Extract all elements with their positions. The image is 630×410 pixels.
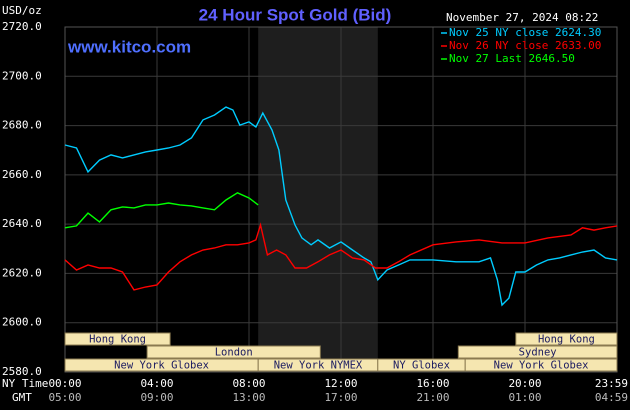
session-label: New York NYMEX bbox=[274, 360, 363, 372]
x-tick-label: 16:00 bbox=[416, 377, 449, 390]
y-unit: USD/oz bbox=[2, 4, 42, 17]
legend-label: Nov 27 Last 2646.50 bbox=[449, 52, 575, 65]
x2-row-label: GMT bbox=[12, 391, 32, 404]
y-tick-label: 2600.0 bbox=[2, 316, 42, 329]
session-label: Hong Kong bbox=[89, 334, 146, 346]
x-tick-label: 12:00 bbox=[324, 377, 357, 390]
x-tick-label: 23:59 bbox=[595, 377, 628, 390]
session-label: NY Globex bbox=[393, 360, 450, 372]
session-label: Hong Kong bbox=[538, 334, 595, 346]
session-label: Sydney bbox=[519, 347, 557, 359]
x2-tick-label: 09:00 bbox=[140, 391, 173, 404]
x2-tick-label: 05:00 bbox=[48, 391, 81, 404]
timestamp: November 27, 2024 08:22 bbox=[446, 11, 598, 24]
x2-tick-label: 17:00 bbox=[324, 391, 357, 404]
x-tick-label: 08:00 bbox=[232, 377, 265, 390]
y-tick-label: 2620.0 bbox=[2, 266, 42, 279]
y-tick-label: 2660.0 bbox=[2, 168, 42, 181]
y-tick-label: 2640.0 bbox=[2, 217, 42, 230]
y-tick-label: 2720.0 bbox=[2, 20, 42, 33]
legend-label: Nov 25 NY close 2624.30 bbox=[449, 26, 601, 39]
x2-tick-label: 21:00 bbox=[416, 391, 449, 404]
plot-back bbox=[64, 26, 618, 373]
session-box bbox=[464, 358, 618, 372]
series-line bbox=[64, 222, 618, 291]
x-row-label: NY Time bbox=[2, 377, 48, 390]
x-tick-label: 00:00 bbox=[48, 377, 81, 390]
x-tick-label: 20:00 bbox=[508, 377, 541, 390]
legend-label: Nov 26 NY close 2633.00 bbox=[449, 39, 601, 52]
session-box bbox=[457, 345, 618, 359]
y-tick-label: 2700.0 bbox=[2, 69, 42, 82]
session-label: London bbox=[215, 347, 253, 359]
session-box bbox=[146, 345, 321, 359]
chart-title: 24 Hour Spot Gold (Bid) bbox=[199, 5, 392, 24]
y-tick-label: 2580.0 bbox=[2, 365, 42, 378]
y-tick-label: 2680.0 bbox=[2, 119, 42, 132]
series-line bbox=[64, 192, 259, 229]
x2-tick-label: 13:00 bbox=[232, 391, 265, 404]
session-box bbox=[515, 332, 618, 346]
series-line bbox=[64, 106, 618, 307]
shaded-session bbox=[258, 27, 378, 372]
session-box bbox=[64, 332, 171, 346]
session-label: New York Globex bbox=[114, 360, 209, 372]
x2-tick-label: 04:59 bbox=[595, 391, 628, 404]
x-tick-label: 04:00 bbox=[140, 377, 173, 390]
session-label: New York Globex bbox=[494, 360, 589, 372]
watermark: www.kitco.com bbox=[67, 37, 191, 56]
x2-tick-label: 01:00 bbox=[508, 391, 541, 404]
plot-frame bbox=[64, 26, 618, 373]
